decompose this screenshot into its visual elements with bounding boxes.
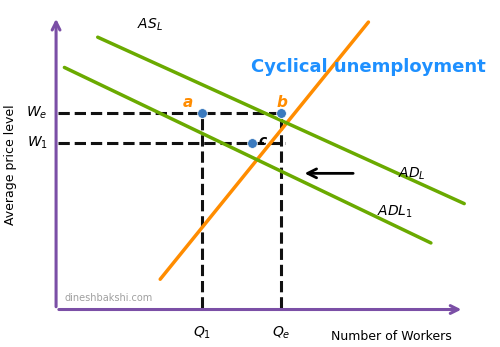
Text: $Q_1$: $Q_1$ bbox=[193, 325, 211, 341]
Text: Number of Workers: Number of Workers bbox=[331, 330, 452, 343]
Text: $Q_e$: $Q_e$ bbox=[272, 325, 290, 341]
Text: b: b bbox=[277, 95, 287, 110]
Text: a: a bbox=[183, 95, 194, 110]
Text: $W_e$: $W_e$ bbox=[26, 105, 48, 121]
Text: $ADL_1$: $ADL_1$ bbox=[377, 204, 412, 220]
Text: c: c bbox=[258, 134, 266, 147]
Text: $AD_L$: $AD_L$ bbox=[398, 166, 425, 182]
Text: Average price level: Average price level bbox=[4, 104, 17, 225]
Text: $W_1$: $W_1$ bbox=[27, 135, 48, 151]
Text: dineshbakshi.com: dineshbakshi.com bbox=[64, 294, 152, 304]
Text: $AS_L$: $AS_L$ bbox=[138, 16, 163, 33]
Text: Cyclical unemployment: Cyclical unemployment bbox=[251, 58, 486, 76]
